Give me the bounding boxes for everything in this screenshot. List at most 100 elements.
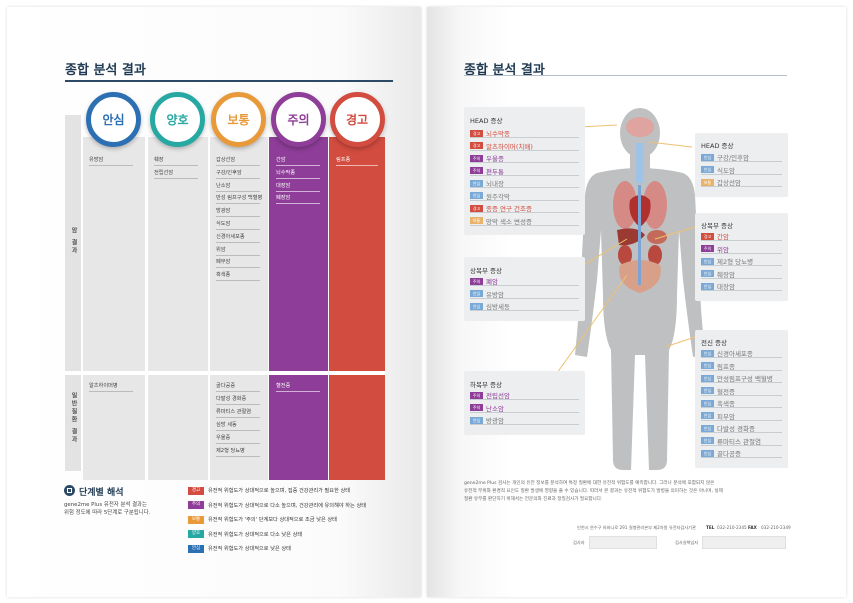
symptom-name: 골다공증 bbox=[717, 450, 741, 458]
risk-tag: 안심 bbox=[701, 362, 714, 369]
examiner-field[interactable] bbox=[589, 536, 657, 549]
symptom-name: 뇌내장 bbox=[486, 180, 504, 188]
risk-tag: 안심 bbox=[470, 192, 483, 199]
legend-badge: 양호 bbox=[188, 530, 204, 538]
disease-item: 심방 세동 bbox=[216, 421, 260, 431]
risk-tag: 안심 bbox=[701, 257, 714, 265]
stage-desc-1: gene2me Plus 유전자 분석 결과는 bbox=[64, 502, 147, 508]
cancer-item: 갑상선암 bbox=[216, 156, 260, 166]
risk-circle-warning: 경고 bbox=[329, 92, 385, 147]
symptom-name: 신경아세포종 bbox=[717, 350, 753, 358]
symptom-row: 주의 전립선암 bbox=[470, 391, 579, 400]
symptom-row: 경고 간암 bbox=[701, 232, 782, 241]
risk-tag: 안심 bbox=[701, 153, 714, 161]
footnote-line-1: gene2me Plus 검사는 개인의 유전 정보를 분석하여 특정 질환에 … bbox=[464, 481, 715, 486]
cancer-side-bar bbox=[65, 115, 81, 371]
symptom-name: 림프종 bbox=[717, 362, 735, 371]
fax-value: 032-210-2349 bbox=[761, 525, 791, 530]
panel-title: 상복부 증상 bbox=[470, 267, 502, 275]
symptom-row: 안심 만성림프구성 백혈병 bbox=[701, 374, 782, 383]
cancer-item: 방광암 bbox=[216, 207, 260, 218]
symptom-row: 안심 뇌내장 bbox=[470, 179, 579, 188]
brain-organ bbox=[626, 117, 654, 137]
cancer-item: 만성 림프구성 백혈병 bbox=[216, 194, 262, 205]
symptom-row: 안심 방광암 bbox=[470, 416, 579, 425]
risk-circle-label: 경고 bbox=[345, 113, 369, 127]
symptom-name: 식도암 bbox=[717, 166, 735, 175]
symptom-name: 유방암 bbox=[486, 290, 504, 299]
stage-title: 단계별 해석 bbox=[79, 488, 124, 498]
symptom-row: 주의 우울증 bbox=[470, 154, 579, 163]
symptom-name: 폐암 bbox=[486, 278, 498, 286]
symptom-name: 방광암 bbox=[486, 417, 504, 425]
risk-tag: 경고 bbox=[470, 204, 483, 212]
supervisor-field[interactable] bbox=[702, 536, 786, 549]
column-normal bbox=[209, 137, 268, 480]
risk-tag: 안심 bbox=[470, 416, 483, 424]
left-lung-organ bbox=[613, 181, 637, 229]
panel-title: 전신 증상 bbox=[701, 339, 727, 347]
stage-desc-2: 위험 정도에 따라 5단계로 구분됩니다. bbox=[64, 510, 151, 516]
symptom-name: 구강/인후암 bbox=[717, 154, 750, 162]
symptom-row: 안심 구강/인후암 bbox=[701, 153, 782, 162]
legend-text: 유전적 위험도가 상대적으로 다소 높으며, 건강관리에 유의해야 하는 상태 bbox=[208, 502, 367, 509]
symptom-name: 흑색종 bbox=[717, 400, 735, 408]
panel-head-right bbox=[695, 133, 788, 197]
risk-tag: 안심 bbox=[701, 374, 714, 382]
symptom-row: 보통 망막 색소 변성증 bbox=[470, 217, 579, 226]
symptom-name: 위암 bbox=[717, 245, 729, 254]
risk-tag: 주의 bbox=[701, 245, 714, 252]
risk-tag: 경고 bbox=[701, 232, 714, 240]
panel-title: 상복부 증상 bbox=[701, 222, 733, 230]
risk-tag: 안심 bbox=[470, 302, 483, 310]
footnote-line-2: 유전적 부위와 환경적 요인도 질환 발생에 영향을 줄 수 있습니다. 따라서… bbox=[464, 489, 723, 494]
disease-item: 다발성 경화증 bbox=[216, 395, 260, 405]
panel-title: 하복부 증상 bbox=[470, 381, 502, 389]
legend-row: 안심 유전적 위험도가 상대적으로 낮은 상태 bbox=[188, 544, 291, 553]
symptom-row: 안심 제2형 당뇨병 bbox=[701, 257, 782, 266]
contact-address: 인천시 연수구 하와나로 291 질병관리본부 제2차원 유전자검사기관 bbox=[577, 525, 696, 530]
cancer-item: 대장암 bbox=[276, 182, 320, 192]
kidney-right-organ bbox=[648, 245, 662, 265]
fax-label: FAX bbox=[748, 525, 757, 530]
cancer-item: 폐장암 bbox=[276, 194, 320, 205]
symptom-name: 난소암 bbox=[486, 404, 504, 413]
risk-tag: 안심 bbox=[701, 449, 714, 457]
symptom-row: 안심 대장암 bbox=[701, 282, 782, 291]
symptom-row: 안심 림프종 bbox=[701, 362, 782, 371]
legend-row: 주의 유전적 위험도가 상대적으로 다소 높으며, 건강관리에 유의해야 하는 상… bbox=[188, 501, 366, 510]
legend-text: 유전적 위험도가 상대적으로 높으며, 집중 건강관리가 필요한 상태 bbox=[208, 488, 351, 494]
right-page-title: 종합 분석 결과 bbox=[464, 63, 545, 78]
risk-tag: 주의 bbox=[470, 391, 483, 399]
cancer-item: 신경아세포종 bbox=[216, 233, 260, 243]
cancer-item: 난소암 bbox=[216, 182, 260, 192]
risk-tag: 주의 bbox=[470, 404, 483, 411]
disease-item: 골다공증 bbox=[216, 382, 260, 392]
cancer-item: 뇌수막종 bbox=[276, 169, 320, 179]
symptom-row: 보통 갑상선암 bbox=[701, 178, 782, 187]
panel-head-left bbox=[464, 107, 585, 235]
risk-circle-caution: 주의 bbox=[271, 92, 326, 147]
title-rule bbox=[65, 80, 393, 82]
risk-tag: 주의 bbox=[470, 277, 483, 285]
examiner-label: 검사자 bbox=[573, 540, 585, 545]
symptom-name: 다발성 경화증 bbox=[717, 425, 755, 433]
legend-row: 양호 유전적 위험도가 상대적으로 다소 낮은 상태 bbox=[188, 530, 302, 539]
symptom-row: 안심 피부암 bbox=[701, 412, 782, 421]
disease-side-bar bbox=[65, 375, 81, 471]
section-divider bbox=[209, 371, 268, 375]
risk-circle-label: 안심 bbox=[102, 113, 125, 127]
symptom-row: 안심 췌장암 bbox=[701, 270, 782, 279]
symptom-row: 안심 골다공증 bbox=[701, 449, 782, 458]
column-good bbox=[147, 137, 208, 480]
symptom-row: 주의 난소암 bbox=[470, 404, 579, 413]
symptom-row: 안심 심방세동 bbox=[470, 302, 579, 311]
symptom-name: 망막 색소 변성증 bbox=[486, 217, 532, 226]
cancer-item: 전립선암 bbox=[154, 169, 198, 179]
risk-circle-label: 주의 bbox=[287, 113, 310, 127]
vein-line bbox=[638, 185, 641, 285]
supervisor-label: 검사실책임자 bbox=[675, 540, 699, 545]
disease-item: 알츠하이머병 bbox=[89, 382, 133, 392]
symptom-row: 주의 위암 bbox=[701, 245, 782, 254]
symptom-row: 안심 흑색종 bbox=[701, 399, 782, 408]
